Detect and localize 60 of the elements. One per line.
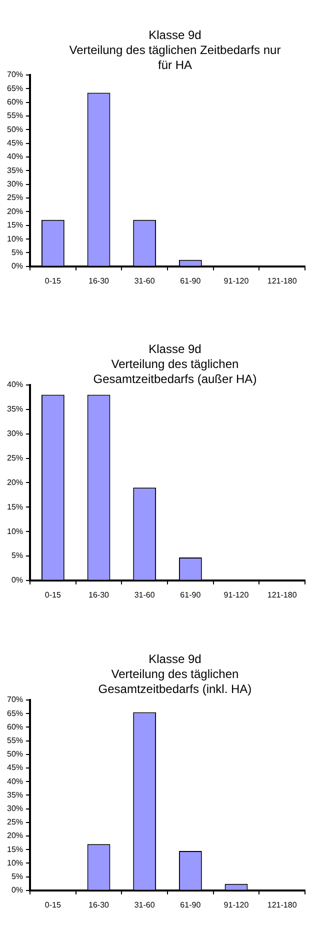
x-tick-label: 121-180 (267, 276, 298, 286)
x-tick-label: 16-30 (88, 590, 110, 600)
x-tick-label: 16-30 (88, 276, 110, 286)
y-tick-label: 60% (6, 98, 24, 107)
x-tick-label: 91-120 (224, 590, 250, 600)
y-tick-label: 45% (6, 138, 24, 148)
y-tick-label: 35% (6, 790, 24, 800)
y-tick-label: 55% (6, 736, 24, 746)
y-tick-label: 40% (6, 776, 24, 786)
chart-title: Klasse 9d Verteilung des täglichen Gesamtzeitbedarfs (außer HA) (92, 342, 258, 387)
y-tick-label: 0% (11, 576, 24, 585)
y-tick-label: 35% (6, 404, 24, 414)
y-tick-label: 10% (6, 526, 24, 536)
x-tick-label: 121-180 (267, 900, 298, 910)
x-tick-label: 61-90 (180, 900, 202, 910)
y-tick-label: 50% (6, 750, 24, 759)
chart-title: Klasse 9d Verteilung des täglichen Zeitbedarfs nur für HA (68, 28, 282, 73)
y-tick-label: 70% (6, 695, 24, 704)
y-tick-label: 5% (11, 248, 24, 257)
x-tick-label: 16-30 (88, 900, 110, 910)
x-tick-label: 91-120 (224, 900, 250, 910)
x-tick-label: 61-90 (180, 276, 202, 286)
x-tick-label: 0-15 (44, 276, 62, 286)
y-tick-label: 35% (6, 166, 24, 175)
x-tick-label: 91-120 (224, 276, 250, 286)
y-tick-label: 65% (6, 708, 24, 718)
chart-title: Klasse 9d Verteilung des täglichen Gesamtzeitbedarfs (inkl. HA) (97, 652, 253, 697)
x-tick-label: 0-15 (44, 900, 62, 910)
y-tick-label: 45% (6, 763, 24, 772)
y-tick-label: 5% (11, 872, 24, 882)
x-tick-label: 61-90 (180, 590, 202, 600)
y-tick-label: 25% (6, 193, 24, 202)
y-tick-label: 20% (6, 478, 24, 487)
y-tick-label: 0% (11, 886, 24, 895)
y-tick-label: 0% (11, 262, 24, 271)
y-tick-label: 65% (6, 84, 24, 93)
y-tick-label: 30% (6, 180, 24, 189)
y-tick-label: 15% (6, 502, 24, 512)
y-tick-label: 15% (6, 220, 24, 230)
y-tick-label: 70% (6, 70, 24, 80)
y-tick-label: 60% (6, 722, 24, 732)
y-tick-label: 15% (6, 844, 24, 854)
y-tick-label: 30% (6, 804, 24, 814)
y-tick-label: 25% (6, 818, 24, 827)
y-tick-label: 10% (6, 234, 24, 244)
y-tick-label: 20% (6, 206, 24, 216)
y-tick-label: 10% (6, 858, 24, 868)
y-tick-label: 40% (6, 380, 24, 390)
y-tick-label: 55% (6, 111, 24, 120)
y-tick-label: 40% (6, 152, 24, 162)
x-tick-label: 31-60 (134, 590, 156, 600)
y-tick-label: 5% (11, 551, 24, 560)
x-tick-label: 31-60 (134, 276, 156, 286)
x-tick-label: 0-15 (44, 590, 62, 600)
y-tick-label: 25% (6, 453, 24, 462)
y-tick-label: 20% (6, 831, 24, 840)
x-tick-label: 31-60 (134, 900, 156, 910)
x-tick-label: 121-180 (267, 590, 298, 600)
y-tick-label: 30% (6, 429, 24, 438)
y-tick-label: 50% (6, 124, 24, 134)
